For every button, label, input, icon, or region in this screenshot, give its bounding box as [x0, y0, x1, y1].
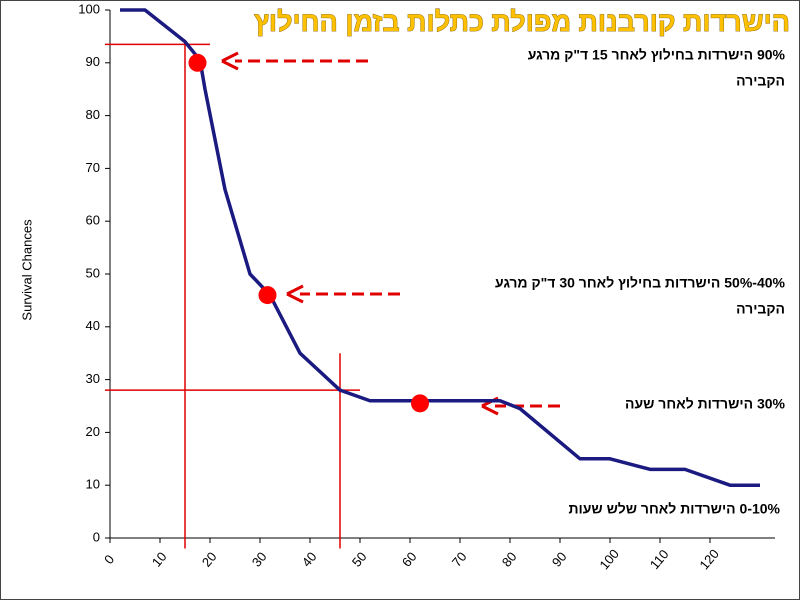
chart-title: הישרדות קורבנות מפולת כתלות בזמן החילוץ [254, 7, 790, 37]
x-tick-label: 40 [299, 549, 320, 570]
y-tick-label: 70 [86, 160, 100, 175]
x-tick-label: 60 [399, 549, 420, 570]
y-tick-label: 0 [93, 529, 100, 544]
marker [258, 286, 277, 305]
annotation: 40%-50% הישרדות בחילוץ לאחר 30 ד"ק מרגע [495, 275, 786, 291]
x-tick-label: 110 [647, 547, 672, 573]
x-tick-label: 80 [499, 549, 520, 570]
arrow-head [286, 284, 304, 304]
y-tick-label: 30 [86, 371, 100, 386]
x-tick-label: 10 [149, 549, 170, 570]
y-tick-label: 20 [86, 424, 100, 439]
x-tick-label: 70 [449, 549, 470, 570]
x-tick-label: 30 [249, 549, 270, 570]
x-tick-label: 100 [596, 546, 621, 572]
arrow-head [221, 51, 239, 71]
y-tick-label: 40 [86, 318, 100, 333]
annotation: 30% הישרדות לאחר שעה [625, 396, 786, 412]
y-tick-label: 80 [86, 107, 100, 122]
x-tick-label: 120 [696, 546, 721, 572]
arrows [221, 51, 560, 416]
marker [411, 394, 429, 413]
x-tick-label: 50 [349, 549, 370, 570]
annotation: 90% הישרדות בחילוץ לאחר 15 ד"ק מרגע [528, 47, 786, 63]
annotation: 0-10% הישרדות לאחר שלש שעות [568, 501, 780, 517]
y-tick-label: 60 [86, 213, 100, 228]
marker [188, 53, 207, 72]
annotation: הקבירה [736, 301, 785, 317]
x-tick-label: 90 [549, 549, 570, 570]
x-tick-label: 20 [199, 549, 220, 570]
y-axis-label: Survival Chances [19, 219, 34, 321]
y-tick-label: 100 [78, 1, 100, 16]
x-tick-label: 0 [101, 552, 117, 567]
y-tick-label: 90 [86, 54, 100, 69]
y-tick-label: 10 [86, 477, 100, 492]
y-tick-label: 50 [86, 265, 100, 280]
survival-line [120, 8, 760, 487]
annotation: הקבירה [736, 73, 785, 89]
